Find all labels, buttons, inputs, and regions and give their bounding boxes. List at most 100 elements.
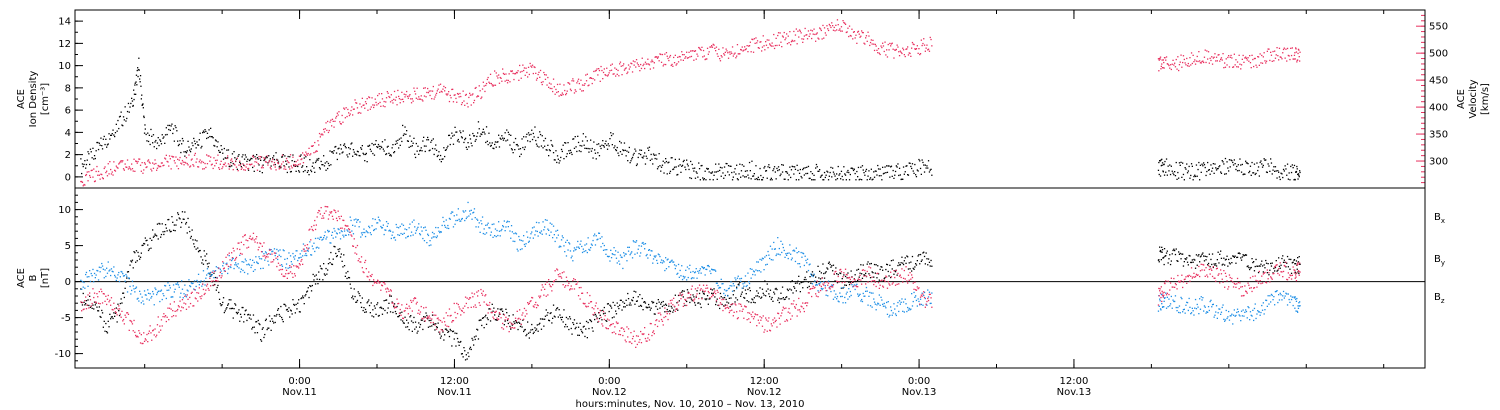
density-point xyxy=(236,168,238,170)
density-point xyxy=(322,164,324,166)
density-point xyxy=(1248,171,1250,174)
density-point xyxy=(1291,164,1293,166)
velocity-point xyxy=(863,42,865,44)
b-by-point xyxy=(239,254,241,256)
b-bx-point xyxy=(1161,246,1163,248)
b-bx-point xyxy=(217,284,219,287)
density-point xyxy=(798,179,800,181)
velocity-point xyxy=(618,75,620,77)
b-by-point xyxy=(844,302,847,304)
b-by-point xyxy=(628,246,630,248)
b-by-point xyxy=(579,243,581,245)
b-bx-point xyxy=(344,275,346,277)
velocity-point xyxy=(283,168,285,170)
density-point xyxy=(928,171,931,173)
density-point xyxy=(667,162,669,164)
velocity-point xyxy=(535,79,538,81)
velocity-point xyxy=(694,50,697,52)
b-bx-point xyxy=(911,255,914,258)
velocity-point xyxy=(810,29,812,31)
density-point xyxy=(276,158,278,161)
velocity-point xyxy=(151,170,153,172)
b-by-point xyxy=(619,263,621,265)
velocity-point xyxy=(423,87,425,89)
b-by-point xyxy=(686,266,689,268)
b-bx-point xyxy=(451,345,453,347)
b-by-point xyxy=(643,243,645,245)
velocity-point xyxy=(100,173,102,175)
b-bx-point xyxy=(448,330,450,333)
b-bx-point xyxy=(598,312,600,314)
density-point xyxy=(1215,167,1217,169)
density-point xyxy=(715,163,717,165)
velocity-point xyxy=(539,76,541,78)
velocity-point xyxy=(448,100,451,103)
b-by-point xyxy=(191,282,193,285)
density-point xyxy=(752,175,755,177)
b-bx-point xyxy=(460,353,463,355)
b-bx-point xyxy=(310,285,312,288)
b-bx-point xyxy=(899,264,901,266)
velocity-point xyxy=(384,106,386,108)
density-point xyxy=(754,178,756,180)
velocity-point xyxy=(1168,64,1170,67)
b-bx-point xyxy=(660,303,662,305)
velocity-point xyxy=(903,54,905,56)
density-point xyxy=(456,140,459,142)
b-bx-point xyxy=(591,327,593,329)
velocity-point xyxy=(852,38,854,40)
density-point xyxy=(824,176,826,179)
velocity-point xyxy=(167,161,169,163)
density-point xyxy=(858,179,860,181)
velocity-point xyxy=(626,72,628,75)
b-by-point xyxy=(479,231,481,233)
b-by-point xyxy=(213,277,215,279)
b-bx-point xyxy=(532,332,534,335)
b-bx-point xyxy=(1281,257,1283,260)
velocity-point xyxy=(1187,62,1189,65)
density-point xyxy=(93,155,96,157)
velocity-point xyxy=(763,45,765,47)
b-by-point xyxy=(766,263,768,265)
b-bx-point xyxy=(1159,249,1162,252)
density-point xyxy=(522,146,524,149)
b-bx-point xyxy=(565,316,568,319)
b-by-point xyxy=(320,236,322,238)
velocity-point xyxy=(710,46,712,48)
velocity-point xyxy=(513,78,515,81)
velocity-point xyxy=(442,88,444,90)
b-by-point xyxy=(365,230,367,232)
velocity-point xyxy=(1181,66,1183,68)
b-bx-point xyxy=(573,319,576,321)
b-bx-point xyxy=(374,307,376,309)
density-point xyxy=(887,165,889,167)
b-by-point xyxy=(740,280,742,282)
b-by-point xyxy=(829,286,831,288)
b-bx-point xyxy=(1239,253,1241,255)
density-point xyxy=(710,172,712,174)
density-point xyxy=(175,126,177,129)
b-bx-point xyxy=(837,273,839,276)
b-bx-point xyxy=(1269,269,1271,271)
b-by-point xyxy=(599,237,601,240)
b-bx-point xyxy=(1158,259,1160,261)
velocity-point xyxy=(799,30,801,32)
velocity-point xyxy=(654,56,656,58)
density-point xyxy=(417,145,419,147)
b-by-point xyxy=(421,230,423,232)
b-bx-point xyxy=(206,253,208,255)
b-by-point xyxy=(792,250,794,252)
b-bx-point xyxy=(1186,261,1189,263)
b-by-point xyxy=(168,284,171,287)
velocity-point xyxy=(675,64,677,66)
density-point xyxy=(306,171,309,173)
velocity-point xyxy=(891,42,893,44)
velocity-point xyxy=(526,71,528,74)
b-by-point xyxy=(380,225,382,228)
b-bx-point xyxy=(869,263,871,265)
b-by-point xyxy=(459,220,461,222)
b-bx-point xyxy=(666,308,668,311)
velocity-point xyxy=(629,66,631,68)
density-point xyxy=(269,158,271,160)
density-point xyxy=(1161,162,1164,164)
